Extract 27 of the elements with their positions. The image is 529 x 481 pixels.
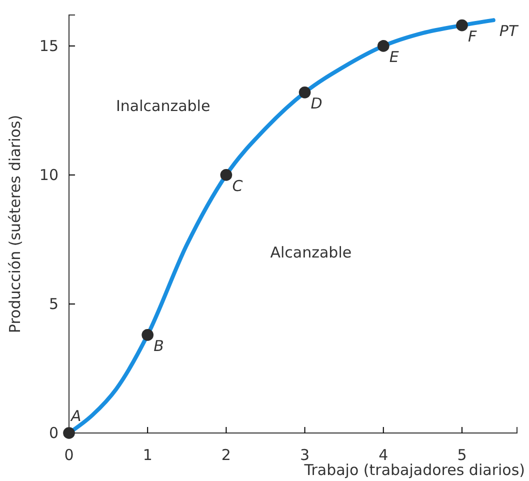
x-tick-label: 0 <box>64 446 74 464</box>
point <box>456 19 468 32</box>
x-tick-label: 3 <box>300 446 310 464</box>
annotation: Inalcanzable <box>116 97 210 116</box>
point <box>142 329 154 341</box>
annotation: D <box>310 94 322 112</box>
y-tick-label: 5 <box>48 294 58 313</box>
y-tick-label: 0 <box>48 424 58 442</box>
annotation: PT <box>499 22 520 40</box>
x-tick-label: 5 <box>457 446 467 464</box>
annotation: B <box>154 336 164 355</box>
point <box>63 427 75 439</box>
annotation: Alcanzable <box>270 243 352 262</box>
y-tick-label: 10 <box>39 166 58 184</box>
y-tick-label: 15 <box>39 36 58 55</box>
annotation: F <box>468 27 477 46</box>
point <box>298 86 311 98</box>
x-tick-label: 1 <box>142 446 152 464</box>
annotation: E <box>389 48 400 66</box>
point <box>220 169 232 181</box>
y-axis-title: Producción (suéteres diarios) <box>6 114 24 334</box>
point <box>377 40 390 52</box>
annotation: A <box>70 407 82 425</box>
annotation: C <box>232 176 244 195</box>
x-axis-title: Trabajo (trabajadores diarios) <box>303 461 525 479</box>
x-tick-label: 2 <box>221 446 231 464</box>
x-tick-label: 4 <box>378 446 388 464</box>
